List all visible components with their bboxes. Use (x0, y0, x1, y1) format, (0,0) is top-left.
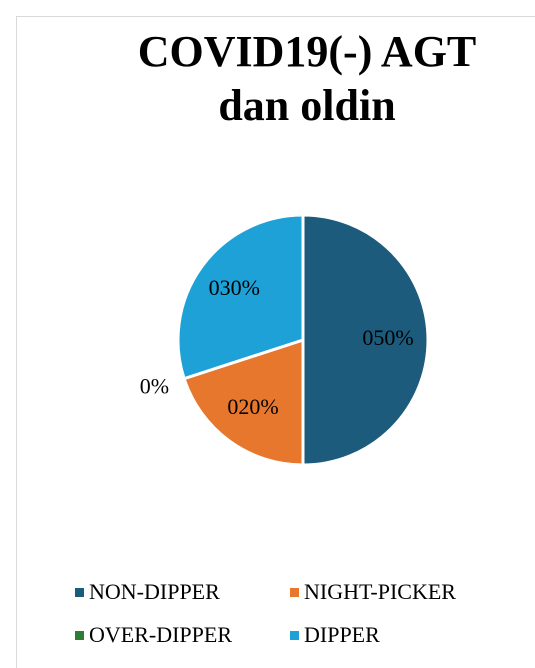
data-label-over-dipper: 0% (140, 373, 169, 398)
legend-item-non-dipper: NON-DIPPER (75, 579, 220, 605)
pie-slice-non-dipper (301, 213, 430, 467)
legend-item-night-picker: NIGHT-PICKER (290, 579, 456, 605)
data-label-non-dipper: 050% (362, 325, 413, 350)
legend-label-non-dipper: NON-DIPPER (89, 579, 220, 604)
pie-slices (176, 213, 430, 467)
pie-slice-night-picker (182, 337, 305, 467)
legend-swatch-dipper (290, 630, 299, 640)
legend-item-dipper: DIPPER (290, 622, 380, 648)
pie-data-labels: 050% 020% 0% 030% (140, 275, 414, 419)
data-label-dipper: 030% (209, 275, 260, 300)
chart-title-line-2: dan oldin (218, 81, 396, 130)
legend-swatch-night-picker (290, 587, 299, 597)
legend-label-night-picker: NIGHT-PICKER (304, 579, 456, 604)
legend-label-dipper: DIPPER (304, 622, 380, 647)
data-label-night-picker: 020% (227, 394, 278, 419)
legend-label-over-dipper: OVER-DIPPER (89, 622, 233, 647)
legend-swatch-over-dipper (75, 630, 84, 640)
chart-title-line-1: COVID19(-) AGT (137, 27, 477, 76)
legend-swatch-non-dipper (75, 587, 84, 597)
pie-slice-dipper (176, 213, 305, 381)
chart-title: COVID19(-) AGT dan oldin (17, 25, 535, 133)
legend-item-over-dipper: OVER-DIPPER (75, 622, 232, 648)
